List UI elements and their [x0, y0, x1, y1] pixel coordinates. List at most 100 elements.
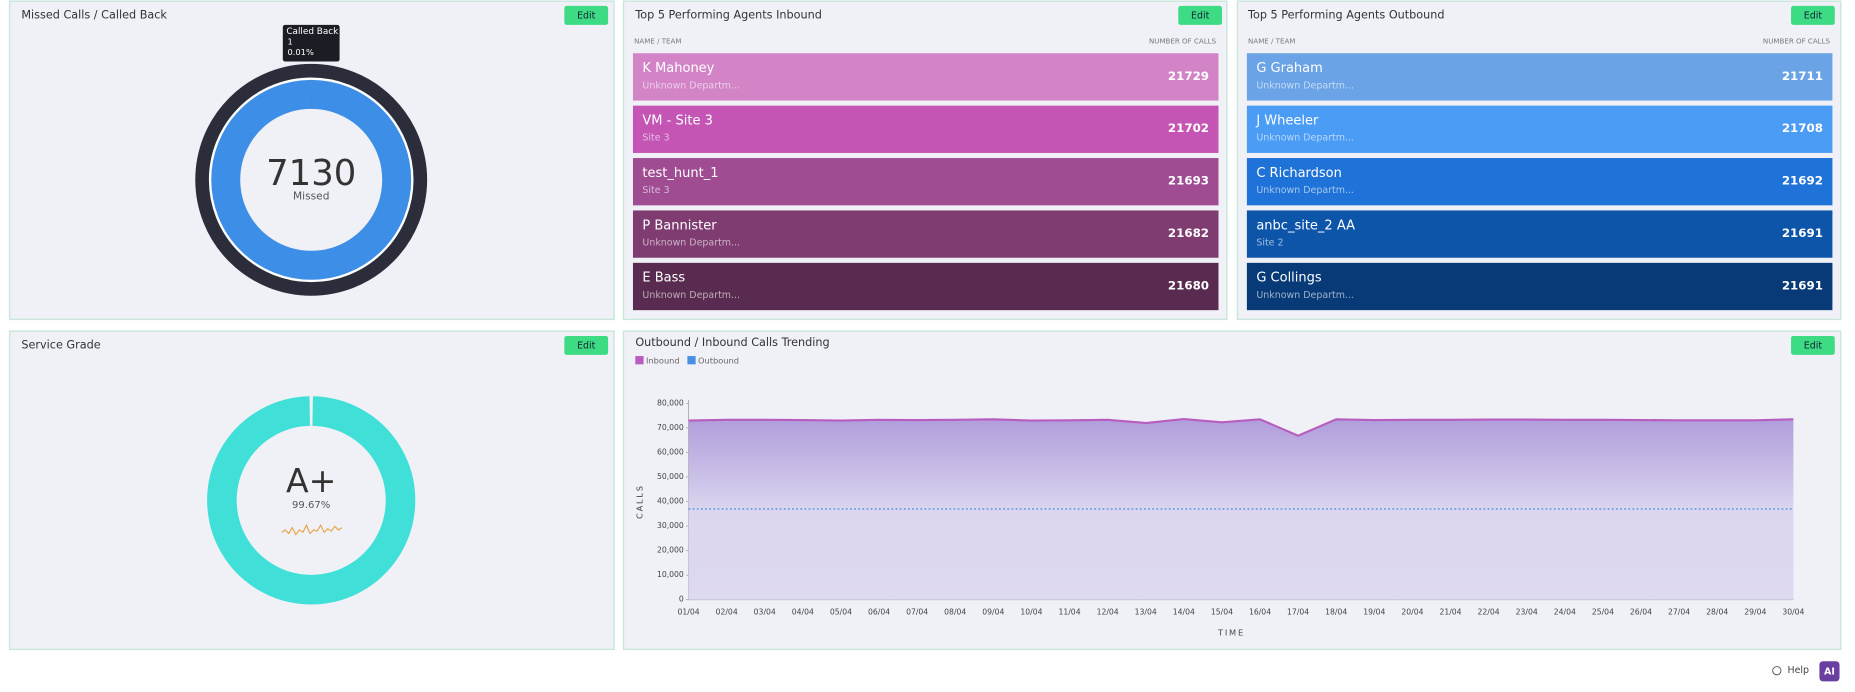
- x-tick-label: 27/04: [1668, 608, 1690, 617]
- donut-center-label: Missed: [293, 189, 329, 202]
- agent-calls: 21692: [1782, 174, 1823, 188]
- agent-name: G Collings: [1256, 271, 1322, 286]
- x-tick-label: 21/04: [1439, 608, 1461, 617]
- grade: A+: [286, 461, 336, 500]
- agent-row[interactable]: [1246, 53, 1833, 101]
- grade-percent: 99.67%: [292, 500, 330, 511]
- edit-button[interactable]: [564, 335, 609, 355]
- x-tick-label: 05/04: [830, 608, 852, 617]
- x-tick-label: 20/04: [1401, 608, 1423, 617]
- agent-name: VM - Site 3: [642, 114, 712, 129]
- x-tick-label: 15/04: [1211, 608, 1233, 617]
- agent-row[interactable]: [632, 210, 1219, 258]
- agent-row[interactable]: [1246, 105, 1833, 153]
- agent-row[interactable]: [632, 53, 1219, 101]
- agent-team: Unknown Departm...: [1256, 185, 1354, 196]
- x-tick-label: 19/04: [1363, 608, 1385, 617]
- legend-swatch: [687, 356, 696, 365]
- donut-center-value: 7130: [266, 153, 356, 194]
- agent-calls: 21693: [1168, 174, 1209, 188]
- edit-button-label[interactable]: Edit: [1804, 341, 1823, 352]
- x-tick-label: 03/04: [754, 608, 776, 617]
- y-tick-label: 60,000: [657, 447, 684, 456]
- agent-row[interactable]: [632, 105, 1219, 153]
- y-tick-label: 20,000: [657, 546, 684, 555]
- agent-calls: 21691: [1782, 226, 1823, 240]
- x-tick-label: 25/04: [1592, 608, 1614, 617]
- agent-row[interactable]: [1246, 210, 1833, 258]
- x-tick-label: 30/04: [1782, 608, 1804, 617]
- gauge-arc: [207, 396, 416, 605]
- tooltip-label: Called Back: [286, 27, 339, 37]
- column-header: NAME / TEAM: [1248, 36, 1295, 45]
- panel-title: Missed Calls / Called Back: [21, 8, 167, 21]
- edit-button[interactable]: [1791, 335, 1835, 355]
- panel-title: Service Grade: [21, 338, 100, 351]
- agent-team: Site 2: [1256, 237, 1283, 248]
- agent-name: E Bass: [642, 271, 685, 286]
- edit-button-label[interactable]: Edit: [1191, 10, 1210, 21]
- x-tick-label: 22/04: [1478, 608, 1500, 617]
- x-tick-label: 28/04: [1706, 608, 1728, 617]
- edit-button[interactable]: [564, 5, 609, 25]
- tooltip-percent: 0.01%: [288, 47, 314, 57]
- agent-name: anbc_site_2 AA: [1256, 218, 1355, 233]
- agent-calls: 21711: [1782, 69, 1823, 83]
- legend-swatch: [635, 356, 644, 365]
- help-link[interactable]: Help: [1787, 665, 1809, 676]
- agent-row[interactable]: [1246, 262, 1833, 311]
- x-tick-label: 26/04: [1630, 608, 1652, 617]
- x-tick-label: 17/04: [1287, 608, 1309, 617]
- x-tick-label: 16/04: [1249, 608, 1271, 617]
- agent-team: Unknown Departm...: [1256, 80, 1354, 91]
- x-tick-label: 18/04: [1325, 608, 1347, 617]
- agent-name: G Graham: [1256, 61, 1322, 76]
- agent-calls: 21680: [1168, 278, 1209, 292]
- x-tick-label: 12/04: [1097, 608, 1119, 617]
- y-tick-label: 10,000: [657, 570, 684, 579]
- edit-button-label[interactable]: Edit: [577, 341, 596, 352]
- legend-label: Outbound: [698, 355, 739, 365]
- edit-button-label[interactable]: Edit: [1804, 10, 1823, 21]
- agent-row[interactable]: [632, 158, 1219, 206]
- agent-name: J Wheeler: [1255, 114, 1319, 129]
- column-header: NAME / TEAM: [634, 36, 681, 45]
- y-axis-title: CALLS: [635, 484, 645, 519]
- agent-team: Unknown Departm...: [642, 290, 740, 301]
- panel-title: Top 5 Performing Agents Inbound: [634, 8, 822, 21]
- x-tick-label: 13/04: [1135, 608, 1157, 617]
- agent-team: Unknown Departm...: [642, 237, 740, 248]
- ai-logo[interactable]: [1819, 661, 1840, 682]
- panel-title: Outbound / Inbound Calls Trending: [635, 336, 829, 349]
- agent-row[interactable]: [1246, 158, 1833, 206]
- agent-calls: 21691: [1782, 278, 1823, 292]
- panel-title: Top 5 Performing Agents Outbound: [1247, 8, 1444, 21]
- x-tick-label: 04/04: [792, 608, 814, 617]
- edit-button-label[interactable]: Edit: [577, 10, 596, 21]
- edit-button[interactable]: [1178, 5, 1223, 25]
- agent-row[interactable]: [632, 262, 1219, 311]
- x-tick-label: 02/04: [716, 608, 738, 617]
- x-tick-label: 01/04: [677, 608, 699, 617]
- x-tick-label: 24/04: [1554, 608, 1576, 617]
- edit-button[interactable]: [1791, 5, 1835, 25]
- donut-segment: [210, 79, 412, 281]
- column-header: NUMBER OF CALLS: [1149, 36, 1217, 45]
- x-tick-label: 09/04: [982, 608, 1004, 617]
- x-tick-label: 08/04: [944, 608, 966, 617]
- x-axis-title: TIME: [1217, 627, 1245, 637]
- x-tick-label: 14/04: [1173, 608, 1195, 617]
- inbound-line: [688, 418, 1794, 437]
- y-tick-label: 40,000: [657, 497, 684, 506]
- agent-team: Site 3: [642, 185, 669, 196]
- agent-team: Site 3: [642, 133, 669, 144]
- x-tick-label: 11/04: [1058, 608, 1080, 617]
- tooltip: [282, 24, 340, 62]
- y-tick-label: 70,000: [657, 423, 684, 432]
- help-icon[interactable]: [1772, 666, 1782, 676]
- agent-team: Unknown Departm...: [642, 80, 740, 91]
- x-tick-label: 23/04: [1516, 608, 1538, 617]
- y-tick-label: 80,000: [657, 398, 684, 407]
- column-header: NUMBER OF CALLS: [1763, 36, 1831, 45]
